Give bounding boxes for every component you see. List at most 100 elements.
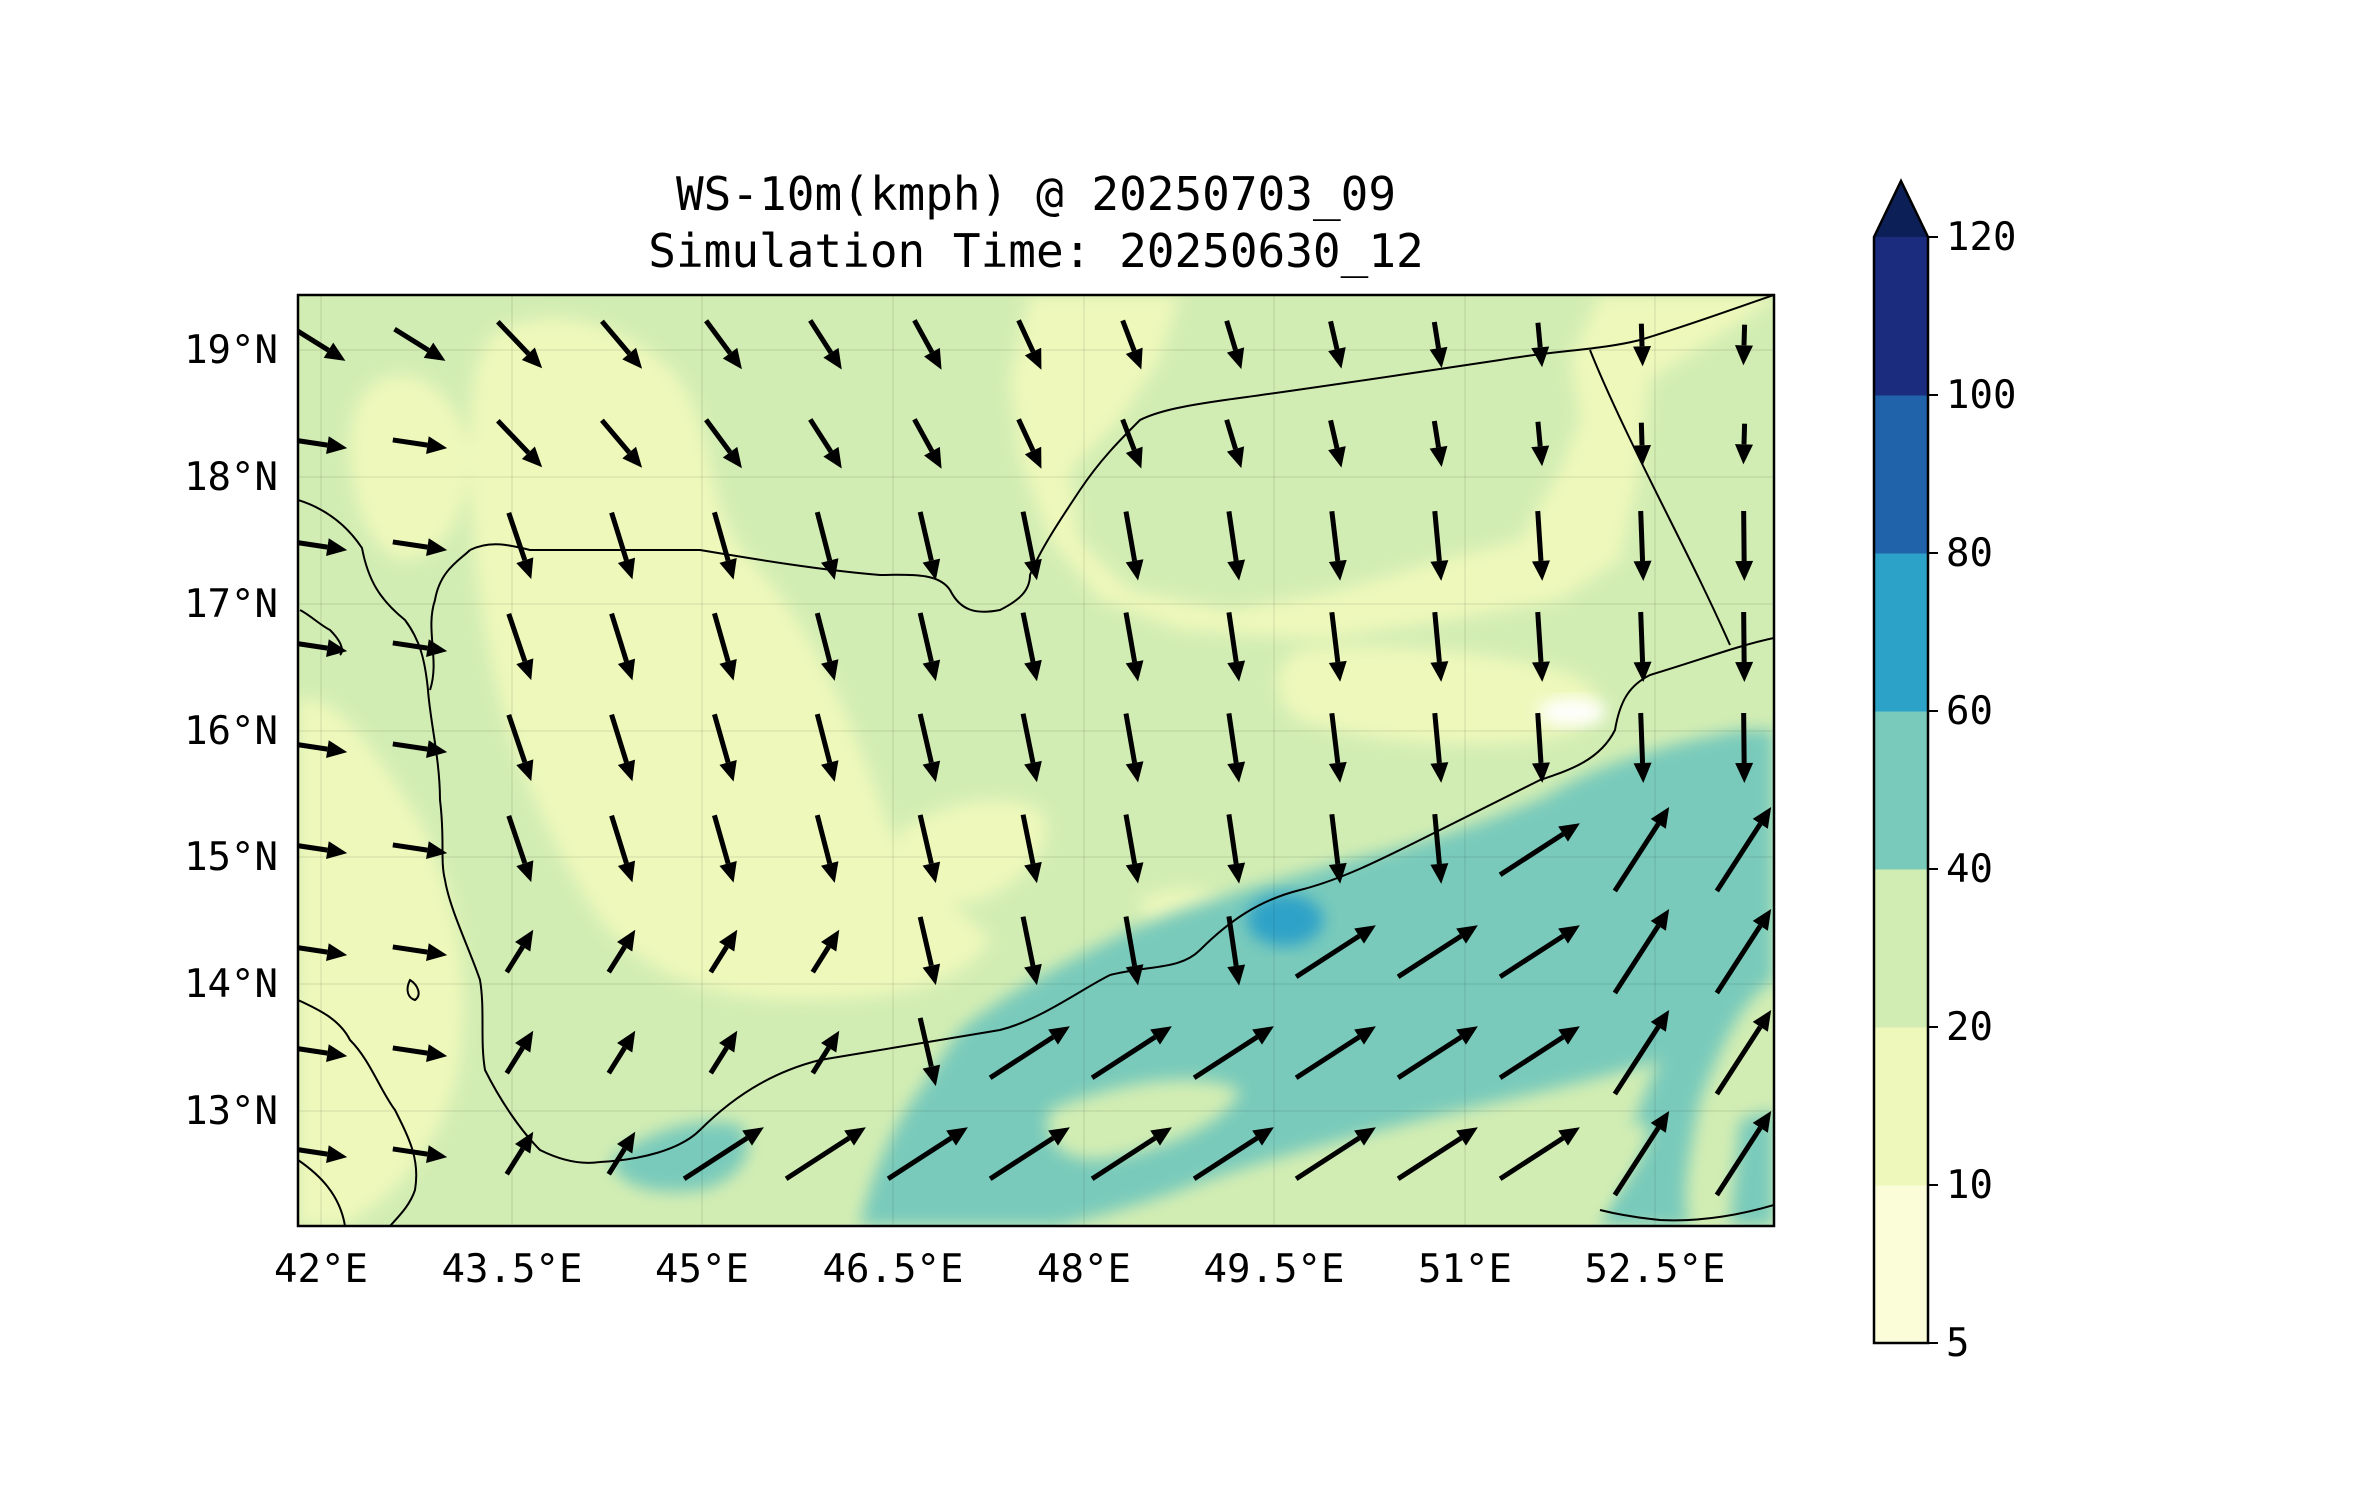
wind-vector-head bbox=[1531, 560, 1550, 581]
wind-vector-head bbox=[1354, 925, 1376, 944]
colorbar-outline bbox=[1872, 178, 1930, 1345]
wind-vector-head bbox=[1633, 445, 1652, 466]
wind-vector-head bbox=[1429, 346, 1448, 368]
wind-vector-shaft bbox=[1120, 319, 1137, 352]
saudi-yemen-border bbox=[469, 295, 1774, 613]
wind-vector-shaft bbox=[393, 326, 430, 353]
wind-vector-shaft bbox=[1329, 611, 1341, 663]
wind-vector-head bbox=[326, 943, 348, 962]
colorbar-tick-label: 60 bbox=[1946, 689, 1993, 734]
wind-vector-head bbox=[1024, 861, 1042, 884]
wind-vector-head bbox=[426, 740, 448, 759]
wind-vector-head bbox=[719, 557, 737, 580]
wind-vector-head bbox=[719, 860, 737, 883]
wind-speed-field-below-5 bbox=[1538, 698, 1606, 726]
wind-vector-shaft bbox=[1714, 1126, 1763, 1197]
wind-vector-shaft bbox=[609, 814, 629, 865]
wind-vector-head bbox=[719, 658, 737, 681]
lon-tick-label: 43.5°E bbox=[442, 1247, 583, 1292]
wind-vector-shaft bbox=[506, 815, 528, 865]
wind-vector-shaft bbox=[1498, 1135, 1565, 1181]
colorbar-tick-label: 20 bbox=[1946, 1005, 1993, 1050]
wind-vector-shaft bbox=[1120, 418, 1137, 451]
wind-vector-head bbox=[922, 963, 941, 986]
lat-tick-label: 14°N bbox=[184, 962, 278, 1007]
wind-vector-head bbox=[326, 1044, 348, 1063]
wind-vector-shaft bbox=[712, 713, 731, 764]
wind-vector-head bbox=[1752, 1010, 1772, 1032]
wind-vector-head bbox=[323, 342, 346, 361]
lat-tick-label: 17°N bbox=[184, 582, 278, 627]
wind-vector-shaft bbox=[917, 511, 934, 562]
wind-vector-head bbox=[617, 658, 636, 681]
colorbar-segment bbox=[1874, 869, 1928, 1028]
lon-tick-label: 48°E bbox=[1037, 1247, 1131, 1292]
wind-vector-head bbox=[1024, 963, 1042, 986]
wind-vector-shaft bbox=[496, 320, 531, 356]
lon-tick-label: 45°E bbox=[655, 1247, 749, 1292]
wind-vector-shaft bbox=[1396, 1034, 1463, 1080]
wind-vector-head bbox=[617, 557, 636, 580]
wind-vector-shaft bbox=[1612, 822, 1661, 893]
wind-vector-head bbox=[924, 347, 942, 370]
lat-tick-label: 18°N bbox=[184, 455, 278, 500]
colorbar-tick-label: 40 bbox=[1946, 847, 1993, 892]
socotra-coast bbox=[1599, 1204, 1774, 1222]
wind-vector-shaft bbox=[600, 418, 632, 455]
wind-vector-shaft bbox=[1431, 321, 1441, 349]
wind-vector-shaft bbox=[1090, 1034, 1157, 1080]
wind-vector-head bbox=[516, 658, 534, 681]
wind-vector-shaft bbox=[704, 319, 733, 355]
wind-vector-shaft bbox=[506, 613, 528, 663]
wind-vector-shaft bbox=[814, 814, 833, 865]
wind-vector-shaft bbox=[496, 419, 531, 455]
wind-vector-head bbox=[1735, 661, 1754, 682]
wind-vector-head bbox=[1735, 762, 1754, 783]
wind-vector-head bbox=[1531, 661, 1550, 682]
wind-vector-head bbox=[1125, 862, 1144, 884]
wind-vectors bbox=[298, 319, 1772, 1197]
wind-vector-head bbox=[1226, 446, 1245, 469]
wind-vector-head bbox=[1328, 446, 1346, 468]
wind-vector-head bbox=[426, 943, 448, 962]
wind-vector-head bbox=[1633, 762, 1652, 783]
wind-vector-shaft bbox=[1535, 510, 1544, 562]
wind-vector-head bbox=[823, 446, 842, 469]
wind-vector-head bbox=[426, 841, 448, 860]
wind-vector-head bbox=[922, 760, 941, 783]
wind-vector-shaft bbox=[1396, 1135, 1463, 1181]
wind-vector-shaft bbox=[1294, 1135, 1361, 1181]
wind-vector-shaft bbox=[1431, 420, 1441, 448]
wind-vector-shaft bbox=[1535, 322, 1543, 348]
wind-vector-shaft bbox=[392, 640, 428, 651]
wind-vector-head bbox=[515, 1131, 534, 1154]
wind-vector-head bbox=[423, 342, 446, 361]
wind-vector-head bbox=[719, 759, 737, 782]
wind-vector-shaft bbox=[1090, 1135, 1157, 1181]
lon-tick-label: 52.5°E bbox=[1585, 1247, 1726, 1292]
wind-vector-shaft bbox=[1123, 713, 1138, 764]
wind-vector-head bbox=[1227, 660, 1246, 682]
wind-vector-shaft bbox=[1432, 611, 1442, 663]
wind-vector-shaft bbox=[917, 713, 934, 764]
wind-vector-head bbox=[1558, 1026, 1580, 1045]
wind-vector-shaft bbox=[814, 612, 833, 663]
map-gridlines bbox=[298, 295, 1774, 1226]
wind-vector-head bbox=[1024, 659, 1042, 682]
lat-tick-label: 13°N bbox=[184, 1089, 278, 1134]
wind-vector-shaft bbox=[917, 1017, 934, 1068]
wind-vector-head bbox=[1227, 559, 1246, 581]
wind-vector-shaft bbox=[1432, 712, 1442, 764]
wind-vector-shaft bbox=[1741, 423, 1748, 445]
wind-vector-head bbox=[1354, 1026, 1376, 1045]
lat-tick-label: 19°N bbox=[184, 328, 278, 373]
wind-vector-shaft bbox=[1192, 1034, 1259, 1080]
wind-vector-shaft bbox=[1714, 822, 1763, 893]
wind-vector-shaft bbox=[1328, 419, 1340, 449]
map-frame bbox=[296, 293, 1776, 1228]
wind-vector-head bbox=[1430, 560, 1449, 581]
wind-vector-head bbox=[922, 659, 941, 682]
wind-vector-head bbox=[821, 659, 839, 681]
wind-vector-shaft bbox=[392, 944, 428, 955]
wind-vector-head bbox=[1650, 807, 1670, 829]
